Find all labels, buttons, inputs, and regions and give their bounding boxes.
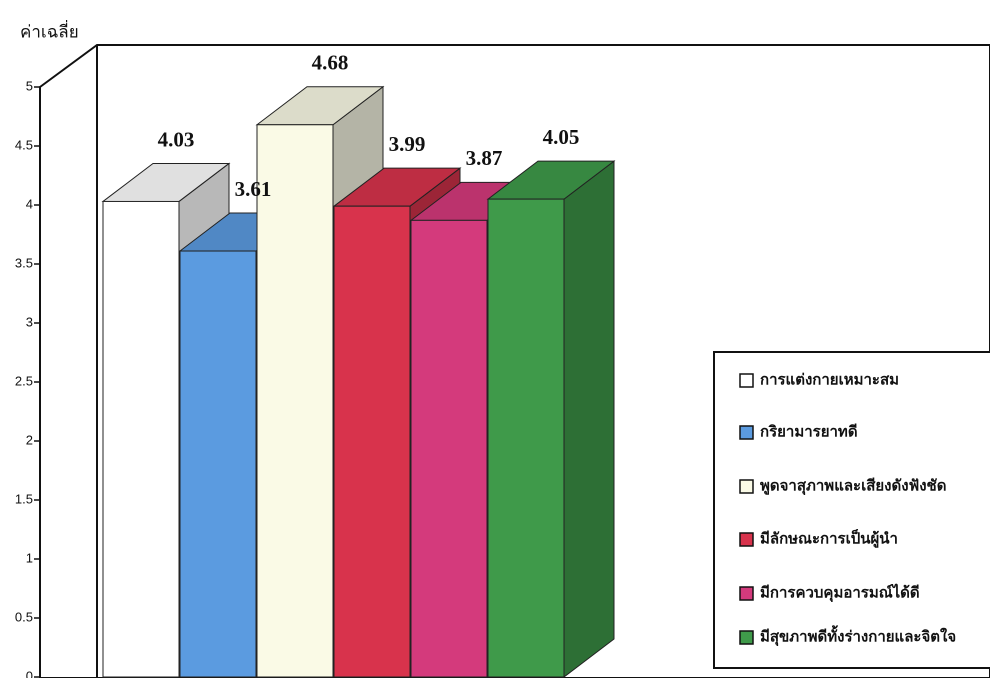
legend-swatch (739, 630, 754, 645)
y-tick-label: 0.5 (15, 609, 33, 624)
legend-swatch (739, 532, 754, 547)
y-axis-title: ค่าเฉลี่ย (20, 19, 79, 41)
value-label: 3.87 (466, 146, 503, 170)
bar (487, 198, 565, 678)
legend-label: มีลักษณะการเป็นผู้นำ (760, 528, 898, 548)
legend-label: กริยามารยาทดี (760, 422, 858, 440)
bar (256, 124, 334, 678)
y-tick-label: 4 (26, 196, 33, 211)
legend-swatch (739, 479, 754, 494)
value-label: 4.05 (543, 125, 580, 149)
y-tick-label: 1.5 (15, 491, 33, 506)
legend-box (713, 351, 990, 669)
y-tick-label: 2 (26, 432, 33, 447)
y-tick-label: 3.5 (15, 255, 33, 270)
y-tick-label: 5 (26, 78, 33, 93)
y-tick-label: 1 (26, 550, 33, 565)
legend-swatch (739, 425, 754, 440)
bar (179, 250, 257, 678)
bar-side (563, 160, 615, 678)
legend-label: พูดจาสุภาพและเสียงดังฟังชัด (760, 477, 946, 495)
y-tick-label: 3 (26, 314, 33, 329)
bar (410, 219, 488, 678)
y-tick-label: 4.5 (15, 137, 33, 152)
legend-label: การแต่งกายเหมาะสม (760, 371, 899, 388)
value-label: 3.61 (235, 177, 272, 201)
y-tick-label: 2.5 (15, 373, 33, 388)
legend-swatch (739, 373, 754, 388)
legend-swatch (739, 586, 754, 601)
legend-label: มีสุขภาพดีทั้งร่างกายและจิตใจ (760, 624, 956, 646)
y-tick-label: 0 (26, 668, 33, 678)
bar (333, 205, 411, 678)
legend-label: มีการควบคุมอารมณ์ได้ดี (760, 582, 920, 602)
value-label: 4.03 (158, 127, 195, 151)
value-label: 3.99 (389, 132, 426, 156)
value-label: 4.68 (312, 51, 349, 75)
bar (102, 200, 180, 678)
